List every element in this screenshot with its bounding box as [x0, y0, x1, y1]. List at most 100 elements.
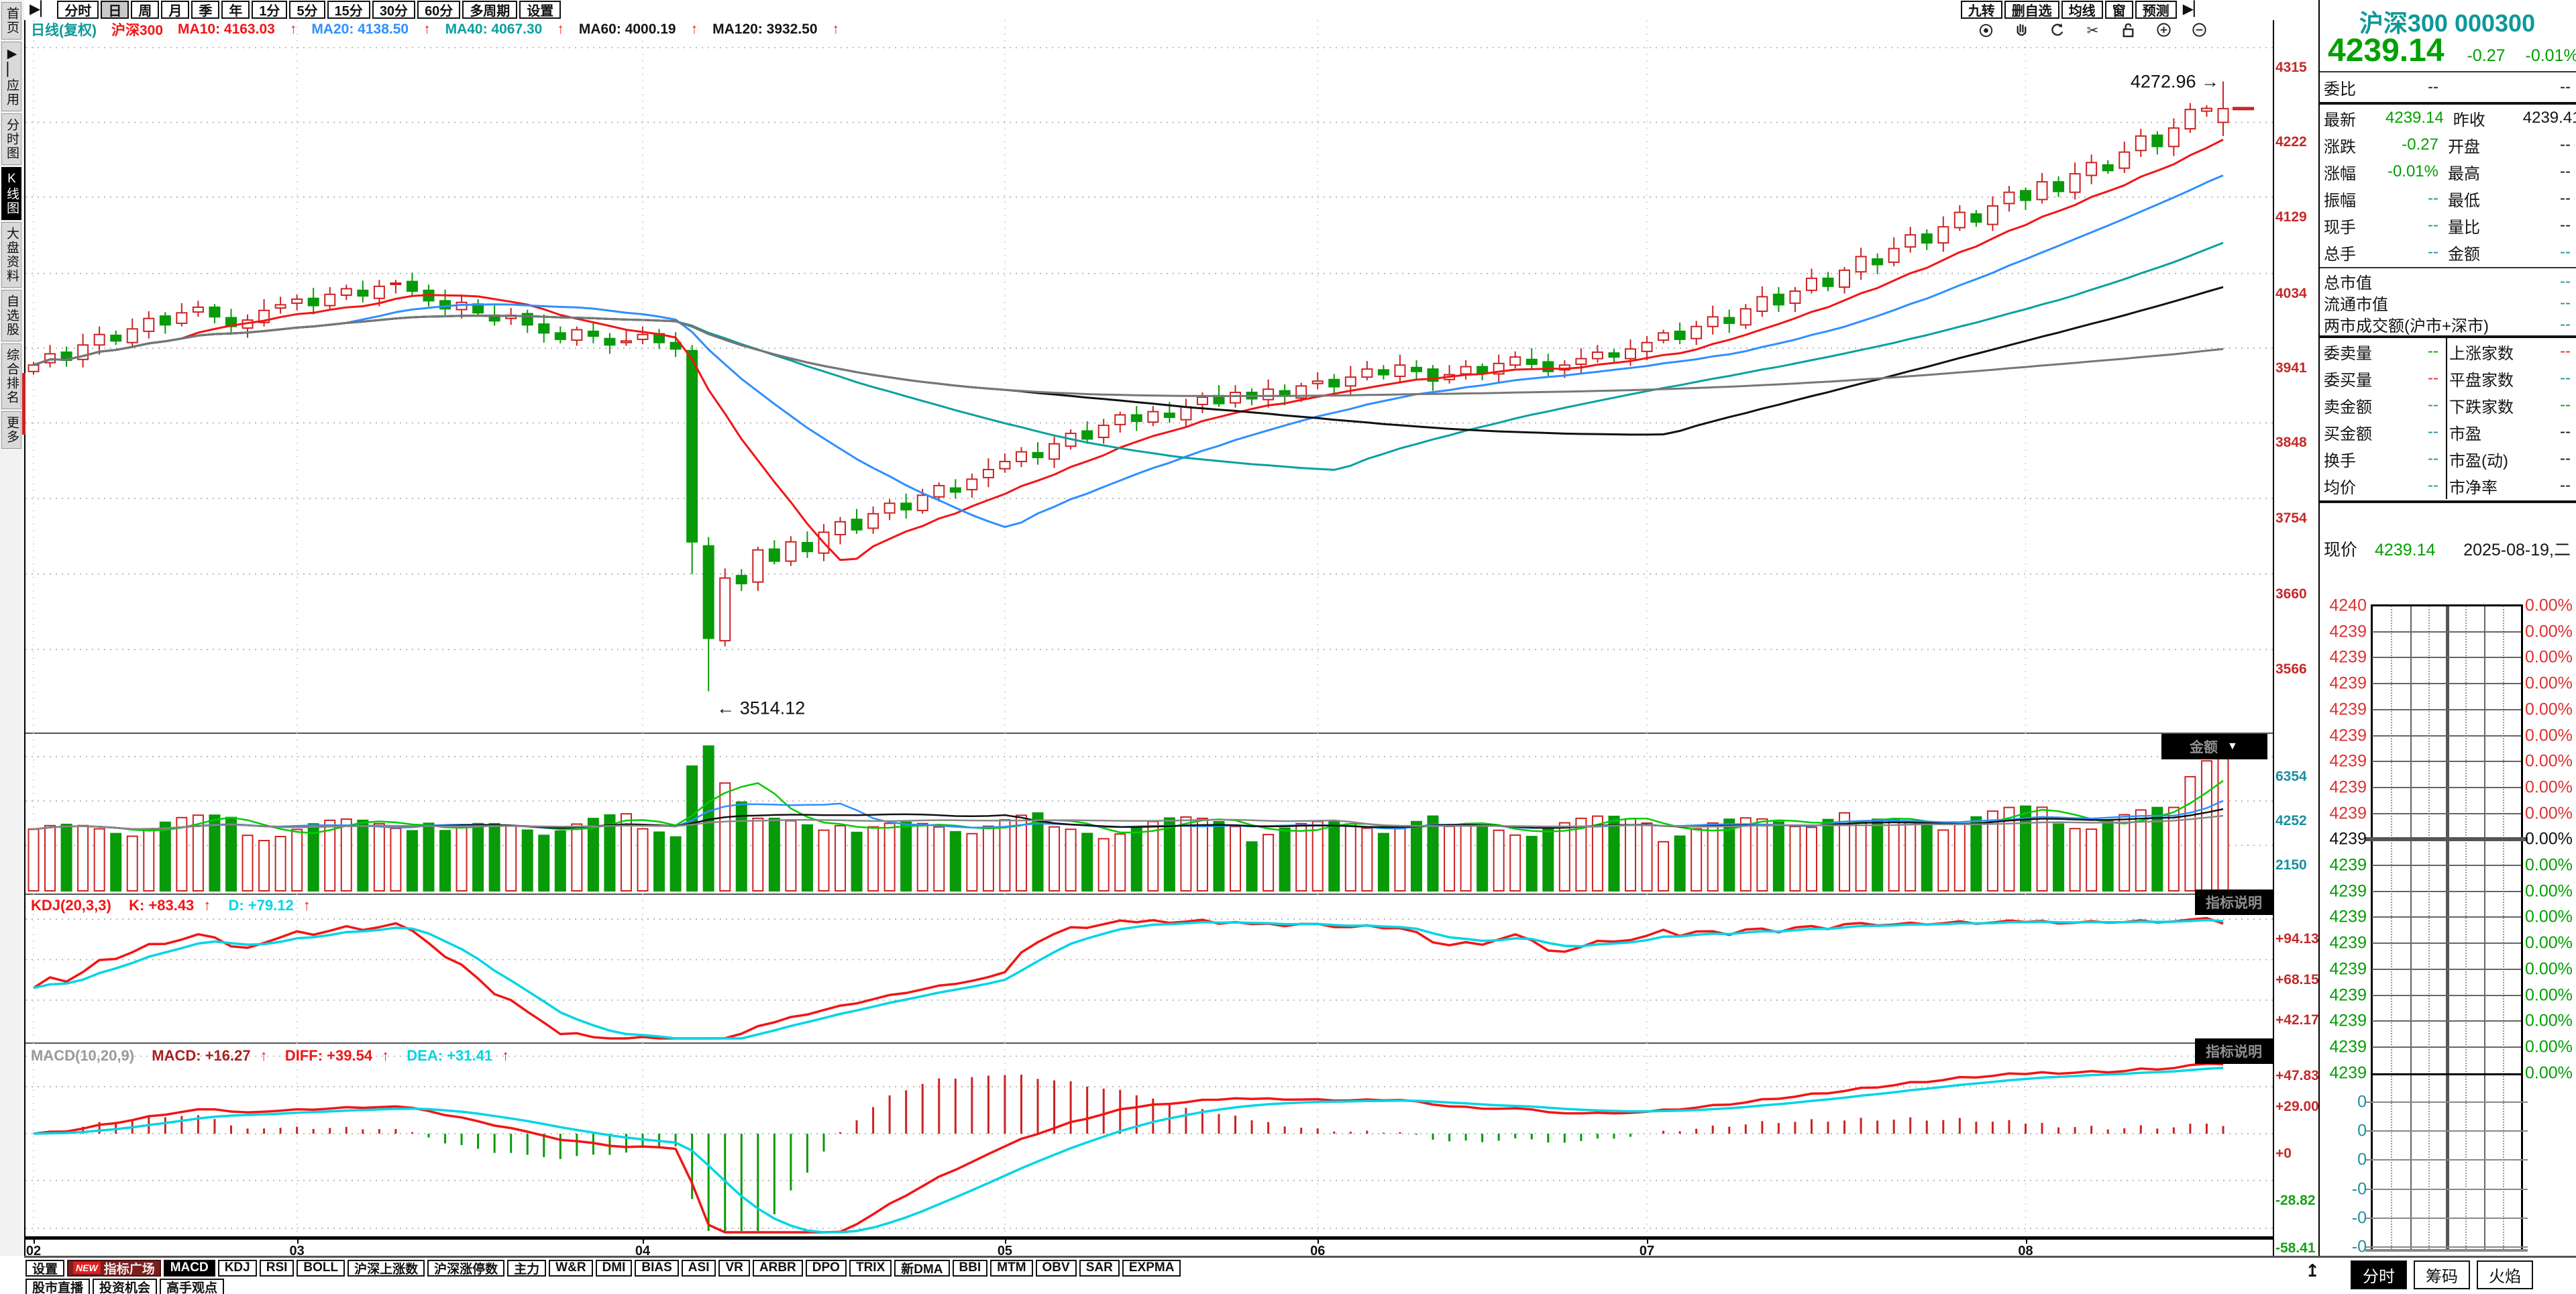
sidebar-item-大盘资料[interactable]: 大盘资料 — [1, 222, 21, 288]
period-tab-1分[interactable]: 1分 — [252, 1, 288, 19]
indicator-tab-bar: 设置 NEW 指标广场 MACD KDJ RSI BOLL 沪深上涨数 沪深涨停数 主力 W&R DM… — [24, 1258, 2576, 1277]
period-tab-周[interactable]: 周 — [131, 1, 160, 19]
settings-button[interactable]: 设置 — [25, 1259, 65, 1277]
period-tab-分时[interactable]: 分时 — [57, 1, 99, 19]
tool-button-预测[interactable]: 预测 — [2135, 1, 2177, 19]
info-tab-投资机会[interactable]: 投资机会 — [93, 1278, 158, 1294]
info-tab-股市直播[interactable]: 股市直播 — [25, 1278, 91, 1294]
zoom-out-icon[interactable] — [2190, 21, 2208, 40]
x-tick — [1318, 1240, 1320, 1244]
panel-tab-分时[interactable]: 分时 — [2351, 1260, 2407, 1289]
indicator-plaza-button[interactable]: NEW 指标广场 — [67, 1259, 161, 1277]
label-最高: 最高 — [2448, 164, 2480, 183]
indicator-tab-BIAS[interactable]: BIAS — [635, 1259, 679, 1277]
panel-tab-火焰[interactable]: 火焰 — [2477, 1260, 2533, 1289]
sidebar-item-自选股[interactable]: 自选股 — [1, 290, 21, 341]
sidebar-item-K线图[interactable]: K线图 — [1, 167, 21, 220]
period-tab-设置[interactable]: 设置 — [519, 1, 561, 19]
period-toolbar: ▶▏ 分时日周月季年 1分 5分 15分 30分 60分 多周期 设置 九转 删自选 均线窗预测 ▶▏ — [24, 0, 2576, 20]
indicator-tab-沪深涨停数[interactable]: 沪深涨停数 — [427, 1259, 505, 1277]
tool-button-均线[interactable]: 均线 — [2061, 1, 2103, 19]
panel-tab-筹码[interactable]: 筹码 — [2414, 1260, 2470, 1289]
undo-icon[interactable] — [2048, 21, 2066, 40]
kdj-pane[interactable] — [25, 894, 2273, 1042]
sidebar-item-分时图[interactable]: 分时图 — [1, 113, 21, 165]
period-tab-月[interactable]: 月 — [161, 1, 190, 19]
volume-axis-label-6354: 6354 — [2275, 768, 2307, 784]
candlestick-pane[interactable]: 4272.96 → ← 3514.12 — [25, 20, 2273, 733]
macd-info-button[interactable]: 指标说明 — [2195, 1038, 2273, 1064]
mini-price-label: 4239 — [2329, 673, 2367, 693]
mini-grid-hline — [2372, 968, 2521, 970]
mini-price-label: 4239 — [2329, 1063, 2367, 1083]
scissors-icon[interactable]: ✂ — [2084, 21, 2102, 40]
mini-pct-label: 0.00% — [2525, 1037, 2573, 1057]
period-tab-日[interactable]: 日 — [101, 1, 129, 19]
period-tab-30分[interactable]: 30分 — [372, 1, 416, 19]
mini-grid-hline — [2372, 1020, 2521, 1022]
panel-divider — [2318, 335, 2576, 338]
sidebar-item-应用[interactable]: ▶▏应用 — [1, 42, 21, 111]
indicator-tab-新DMA[interactable]: 新DMA — [894, 1259, 950, 1277]
mini-vol-label: -0 — [2351, 1208, 2367, 1228]
period-tab-60分[interactable]: 60分 — [417, 1, 461, 19]
mini-price-label: 4239 — [2329, 804, 2367, 823]
x-label-07: 07 — [1639, 1244, 1655, 1258]
indicator-tab-VR[interactable]: VR — [718, 1259, 750, 1277]
x-tick — [643, 1240, 645, 1244]
toolbar-expand-icon[interactable]: ▶▏ — [2182, 1, 2204, 17]
legend-part-6: MA40: 4067.30 — [445, 21, 543, 37]
eye-icon[interactable] — [1977, 21, 1995, 40]
lock-icon[interactable] — [2119, 21, 2137, 40]
panel-divider — [2318, 102, 2576, 105]
indicator-tab-W&R[interactable]: W&R — [549, 1259, 593, 1277]
tool-button-九转[interactable]: 九转 — [1960, 1, 2002, 19]
period-tab-年[interactable]: 年 — [221, 1, 250, 19]
indicator-tab-主力[interactable]: 主力 — [507, 1259, 547, 1277]
indicator-tab-KDJ[interactable]: KDJ — [217, 1259, 257, 1277]
tool-button-删自选[interactable]: 删自选 — [2004, 1, 2059, 19]
weibi-row: 委比 -- -- — [2324, 74, 2571, 101]
quote-row-卖金额: 卖金额 -- 下跌家数 -- — [2324, 392, 2571, 419]
kdj-info-button[interactable]: 指标说明 — [2195, 889, 2273, 915]
macd-header-part-2: ↑ — [260, 1047, 268, 1064]
indicator-tab-BOLL[interactable]: BOLL — [297, 1259, 345, 1277]
indicator-tab-ASI[interactable]: ASI — [681, 1259, 716, 1277]
indicator-tab-ARBR[interactable]: ARBR — [752, 1259, 803, 1277]
mini-price-label: 4239 — [2329, 1011, 2367, 1030]
volume-metric-selector[interactable]: 金额 ▼ — [2161, 734, 2267, 759]
indicator-tab-RSI[interactable]: RSI — [259, 1259, 294, 1277]
sidebar-item-更多[interactable]: 更多 — [1, 411, 21, 449]
indicator-tab-DMI[interactable]: DMI — [595, 1259, 633, 1277]
period-tab-5分[interactable]: 5分 — [289, 1, 325, 19]
sidebar-item-综合排名[interactable]: 综合排名 — [1, 343, 21, 409]
mini-price-label: 4239 — [2329, 855, 2367, 875]
zoom-in-icon[interactable] — [2155, 21, 2173, 40]
indicator-tab-DPO[interactable]: DPO — [805, 1259, 847, 1277]
indicator-tab-EXPMA[interactable]: EXPMA — [1122, 1259, 1181, 1277]
mini-grid-hline — [2372, 865, 2521, 866]
expand-up-icon[interactable]: ↥ — [2305, 1260, 2320, 1281]
tool-button-窗[interactable]: 窗 — [2104, 1, 2133, 19]
macd-header-part-0: MACD(10,20,9) — [31, 1047, 143, 1064]
info-tab-高手观点[interactable]: 高手观点 — [160, 1278, 225, 1294]
indicator-tab-MTM[interactable]: MTM — [990, 1259, 1033, 1277]
indicator-tab-MACD[interactable]: MACD — [163, 1259, 215, 1277]
indicator-tab-SAR[interactable]: SAR — [1079, 1259, 1120, 1277]
period-tab-多周期[interactable]: 多周期 — [462, 1, 518, 19]
sidebar-item-首页[interactable]: 首页 — [1, 2, 21, 40]
quote-row-委卖量: 委卖量 -- 上涨家数 -- — [2324, 338, 2571, 365]
indicator-tab-TRIX[interactable]: TRIX — [849, 1259, 892, 1277]
hand-icon[interactable] — [2012, 21, 2031, 40]
toolbar-collapse-icon[interactable]: ▶▏ — [30, 1, 52, 17]
indicator-tab-OBV[interactable]: OBV — [1035, 1259, 1077, 1277]
quote-row-现手: 现手 -- 量比 -- — [2324, 212, 2571, 239]
macd-pane[interactable] — [25, 1042, 2273, 1236]
period-tab-15分[interactable]: 15分 — [327, 1, 370, 19]
info-tab-bar: 股市直播 投资机会 高手观点 — [24, 1277, 2576, 1294]
volume-pane[interactable] — [25, 733, 2273, 894]
kdj-header-part-3: D: +79.12 — [220, 897, 294, 914]
indicator-tab-BBI[interactable]: BBI — [952, 1259, 988, 1277]
period-tab-季[interactable]: 季 — [191, 1, 220, 19]
indicator-tab-沪深上涨数[interactable]: 沪深上涨数 — [347, 1259, 425, 1277]
